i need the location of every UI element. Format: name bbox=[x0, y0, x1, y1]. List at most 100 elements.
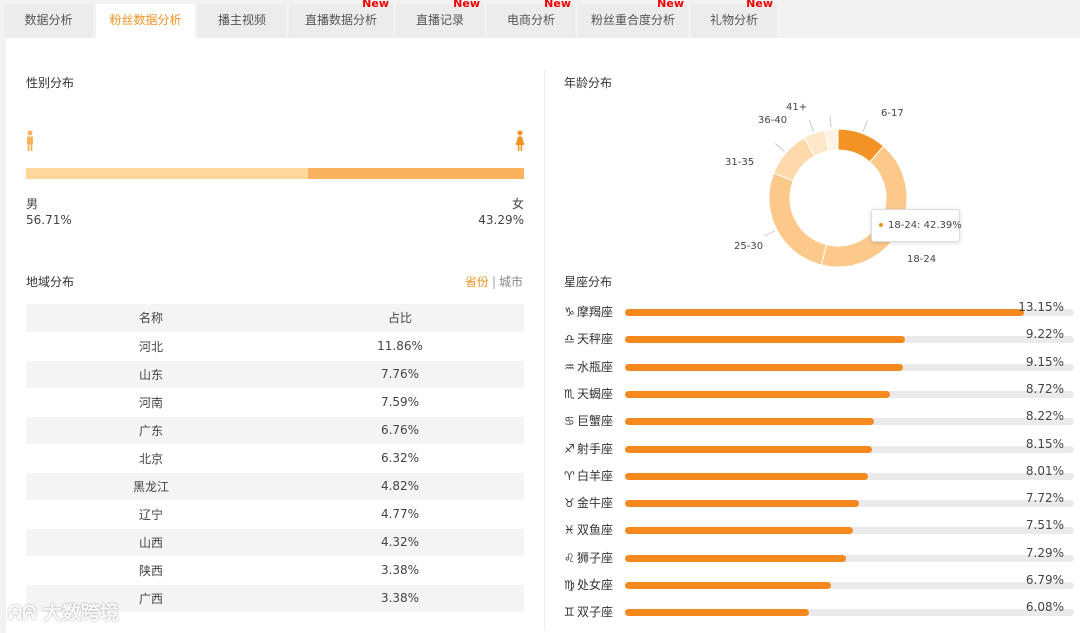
column-divider bbox=[544, 70, 545, 630]
zodiac-label: ♍ 处女座 bbox=[564, 576, 613, 593]
zodiac-percentage: 8.72% bbox=[1025, 381, 1064, 396]
zodiac-bar-track bbox=[625, 390, 1074, 398]
zodiac-percentage: 9.15% bbox=[1025, 354, 1064, 369]
zodiac-row: ♒ 水瓶座 9.15% bbox=[564, 353, 1074, 380]
zodiac-label: ♊ 双子座 bbox=[564, 603, 613, 620]
column-header-name: 名称 bbox=[26, 304, 276, 333]
zodiac-bar-track bbox=[625, 527, 1074, 535]
zodiac-name: 天蝎座 bbox=[577, 386, 614, 401]
zodiac-bar-fill bbox=[625, 582, 831, 589]
region-percentage: 4.32% bbox=[276, 528, 524, 557]
zodiac-label: ♑ 摩羯座 bbox=[564, 303, 613, 320]
zodiac-symbol-icon: ♐ bbox=[564, 441, 575, 456]
zodiac-label: ♏ 天蝎座 bbox=[564, 385, 613, 402]
zodiac-label: ♎ 天秤座 bbox=[564, 330, 613, 347]
tab-item[interactable]: 数据分析 bbox=[4, 4, 94, 38]
zodiac-row: ♊ 双子座 6.08% bbox=[564, 598, 1074, 625]
new-badge: New bbox=[544, 0, 571, 10]
zodiac-title: 星座分布 bbox=[564, 275, 613, 289]
zodiac-name: 天秤座 bbox=[577, 332, 614, 347]
region-name: 广东 bbox=[26, 416, 276, 445]
tab-item[interactable]: 礼物分析 New bbox=[691, 0, 778, 38]
region-name: 辽宁 bbox=[26, 500, 276, 529]
age-tooltip: 18-24: 42.39% bbox=[871, 209, 962, 242]
tab-item[interactable]: 直播数据分析 New bbox=[289, 0, 394, 38]
zodiac-label: ♓ 双鱼座 bbox=[564, 521, 613, 538]
zodiac-row: ♓ 双鱼座 7.51% bbox=[564, 516, 1074, 543]
zodiac-name: 双子座 bbox=[577, 605, 614, 620]
zodiac-name: 狮子座 bbox=[577, 550, 614, 565]
zodiac-row: ♏ 天蝎座 8.72% bbox=[564, 380, 1074, 407]
table-row: 广西 3.38% bbox=[26, 584, 524, 613]
zodiac-symbol-icon: ♈ bbox=[564, 468, 575, 483]
column-header-ratio: 占比 bbox=[276, 304, 524, 333]
zodiac-percentage: 13.15% bbox=[1018, 300, 1064, 314]
region-table: 名称 占比 河北 11.86% 山东 7.76% 河南 7.59% 广东 6.76% 北京 6.3… bbox=[26, 304, 524, 613]
male-percentage: 56.71% bbox=[26, 213, 72, 227]
female-label: 女 bbox=[511, 197, 524, 211]
zodiac-bar-track bbox=[625, 309, 1074, 316]
zodiac-bar-track bbox=[625, 418, 1074, 426]
zodiac-name: 双鱼座 bbox=[577, 523, 614, 538]
zodiac-bar-fill bbox=[625, 527, 853, 535]
tab-item[interactable]: 粉丝重合度分析 New bbox=[578, 0, 689, 38]
zodiac-percentage: 9.22% bbox=[1025, 327, 1064, 342]
zodiac-row: ♍ 处女座 6.79% bbox=[564, 571, 1074, 598]
female-share-bar bbox=[308, 168, 524, 179]
tab-item[interactable]: 直播记录 New bbox=[396, 0, 485, 38]
toggle-province[interactable]: 省份 bbox=[464, 275, 489, 289]
region-name: 河北 bbox=[26, 332, 276, 361]
zodiac-row: ♋ 巨蟹座 8.22% bbox=[564, 407, 1074, 434]
zodiac-name: 巨蟹座 bbox=[577, 414, 614, 429]
zodiac-name: 射手座 bbox=[577, 441, 614, 456]
zodiac-bar-fill bbox=[625, 554, 847, 562]
new-badge: New bbox=[746, 0, 773, 10]
region-name: 广西 bbox=[26, 584, 276, 613]
region-name: 陕西 bbox=[26, 556, 276, 585]
zodiac-percentage: 6.08% bbox=[1025, 600, 1064, 615]
region-name: 黑龙江 bbox=[26, 472, 276, 501]
new-badge: New bbox=[657, 0, 684, 10]
tab-item[interactable]: 播主视频 bbox=[198, 4, 287, 38]
region-name: 河南 bbox=[26, 388, 276, 417]
zodiac-symbol-icon: ♏ bbox=[564, 386, 575, 401]
zodiac-row: ♐ 射手座 8.15% bbox=[564, 435, 1074, 462]
zodiac-label: ♈ 白羊座 bbox=[564, 467, 613, 484]
table-row: 山东 7.76% bbox=[26, 360, 524, 389]
toggle-separator: | bbox=[491, 275, 496, 289]
zodiac-bar-fill bbox=[625, 418, 875, 426]
zodiac-bar-fill bbox=[625, 363, 903, 371]
region-percentage: 11.86% bbox=[276, 332, 524, 361]
tab-item[interactable]: 电商分析 New bbox=[487, 0, 576, 38]
zodiac-bar-track bbox=[625, 582, 1074, 589]
region-name: 北京 bbox=[26, 444, 276, 473]
zodiac-percentage: 8.01% bbox=[1025, 463, 1064, 478]
region-percentage: 7.59% bbox=[276, 388, 524, 417]
zodiac-row: ♉ 金牛座 7.72% bbox=[564, 489, 1074, 516]
age-title: 年龄分布 bbox=[564, 76, 613, 90]
zodiac-row: ♑ 摩羯座 13.15% bbox=[564, 298, 1074, 325]
male-icon bbox=[27, 130, 33, 151]
zodiac-label: ♉ 金牛座 bbox=[564, 494, 613, 511]
zodiac-bar-fill bbox=[625, 390, 890, 398]
zodiac-row: ♎ 天秤座 9.22% bbox=[564, 325, 1074, 352]
toggle-city[interactable]: 城市 bbox=[498, 275, 523, 289]
zodiac-symbol-icon: ♎ bbox=[564, 332, 575, 347]
zodiac-bar-fill bbox=[625, 445, 873, 453]
region-toggle: 省份 | 城市 bbox=[465, 273, 523, 290]
zodiac-symbol-icon: ♋ bbox=[564, 414, 575, 429]
zodiac-bar-fill bbox=[625, 500, 860, 508]
table-row: 山西 4.32% bbox=[26, 528, 524, 557]
tab-label: 直播记录 bbox=[415, 13, 464, 27]
tab-label: 电商分析 bbox=[506, 13, 555, 27]
zodiac-bar-track bbox=[625, 554, 1074, 562]
zodiac-label: ♌ 狮子座 bbox=[564, 549, 613, 566]
zodiac-name: 水瓶座 bbox=[577, 359, 614, 374]
female-icon bbox=[515, 130, 525, 151]
tab-label: 粉丝重合度分析 bbox=[590, 13, 675, 27]
region-percentage: 7.76% bbox=[276, 360, 524, 389]
table-row: 河北 11.86% bbox=[26, 332, 524, 361]
zodiac-name: 白羊座 bbox=[577, 468, 614, 483]
zodiac-bar-track bbox=[625, 472, 1074, 480]
tab-item[interactable]: 粉丝数据分析 bbox=[96, 4, 196, 38]
